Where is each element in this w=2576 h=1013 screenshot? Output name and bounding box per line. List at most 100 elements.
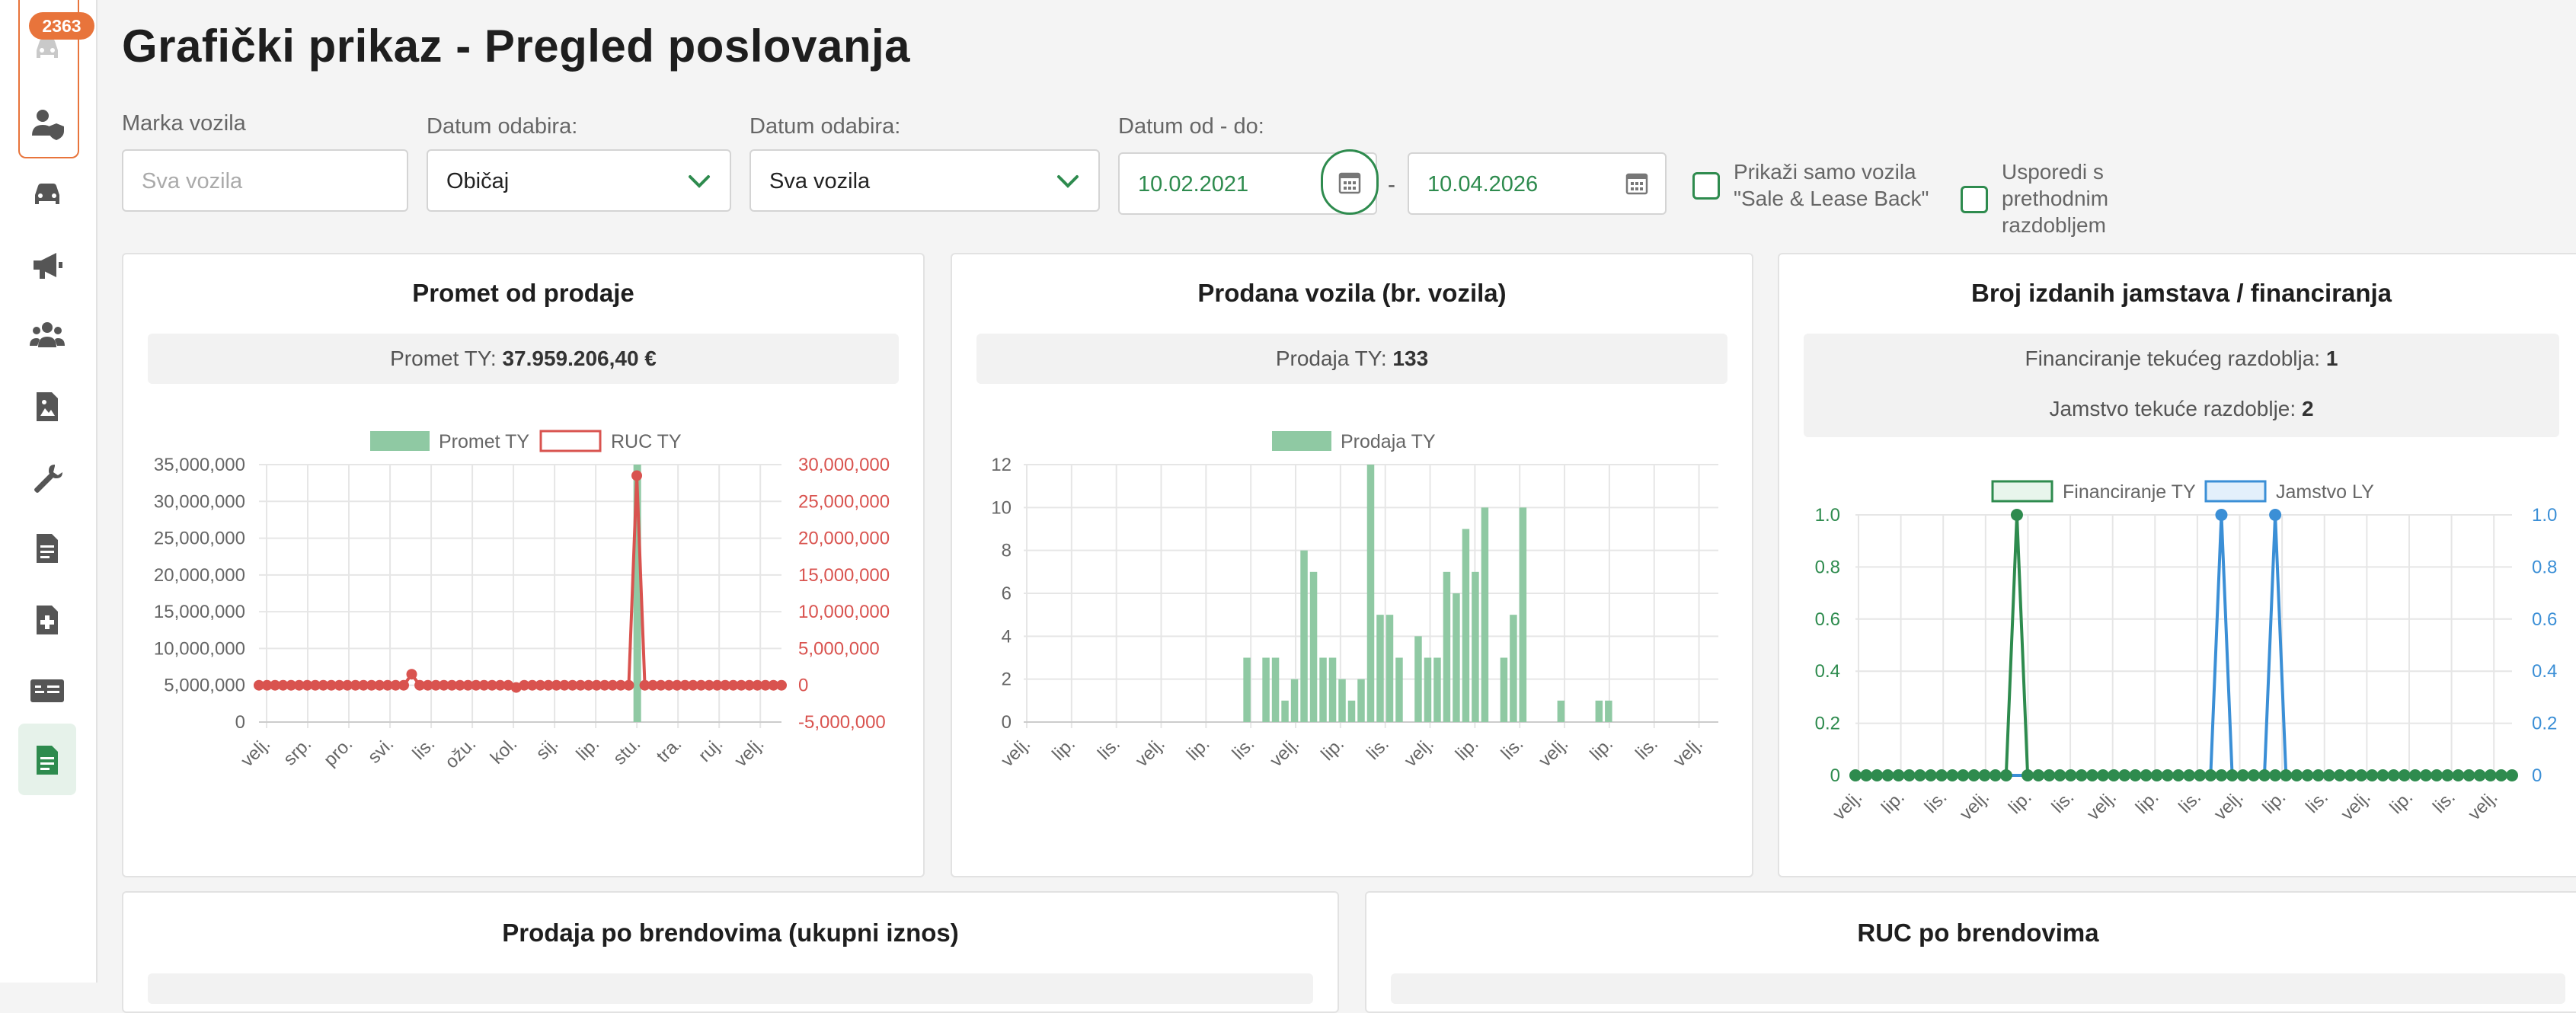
- sales-bar: [1385, 615, 1394, 722]
- y-tick: 6: [1002, 583, 1012, 604]
- financiranje-point: [2075, 769, 2088, 781]
- jamstvo-point: [2215, 509, 2228, 521]
- brand-ruc-card: RUC po brendovima: [1365, 891, 2576, 1013]
- sales-bar: [1271, 657, 1280, 722]
- car-front-icon[interactable]: [29, 177, 66, 210]
- legend-label-promet: Promet TY: [439, 431, 529, 452]
- y-left-tick: 0.6: [1815, 609, 1840, 630]
- date-pick-value-1: Običaj: [446, 169, 510, 193]
- sold-summary: Prodaja TY: 133: [976, 334, 1727, 384]
- x-tick: kol.: [487, 733, 522, 769]
- revenue-summary: Promet TY: 37.959.206,40 €: [148, 334, 899, 384]
- ruc-point: [318, 679, 329, 691]
- x-tick: lis.: [408, 733, 439, 764]
- document-icon[interactable]: [29, 532, 66, 565]
- y-right-tick: 0.8: [2532, 557, 2557, 577]
- sales-bar: [1300, 550, 1308, 722]
- financiranje-point: [2194, 769, 2207, 781]
- sidebar-highlight-group: [18, 0, 79, 158]
- financiranje-point: [1871, 769, 1884, 781]
- legend-label-financiranje: Financiranje TY: [2063, 481, 2196, 503]
- jamstvo-line: [1855, 514, 2512, 777]
- x-tick: lip.: [1317, 733, 1348, 765]
- financiranje-point: [1999, 769, 2012, 781]
- y-left-tick: 0.2: [1815, 714, 1840, 734]
- sale-lease-back-checkbox[interactable]: [1692, 172, 1720, 200]
- revenue-bar: [633, 465, 641, 722]
- financiranje-point: [2419, 769, 2432, 781]
- date-to-input[interactable]: 10.04.2026: [1408, 152, 1667, 215]
- image-file-icon[interactable]: [29, 390, 66, 423]
- ruc-point: [374, 679, 385, 691]
- financiranje-point: [2129, 769, 2142, 781]
- financiranje-point: [2290, 769, 2303, 781]
- financiranje-point: [2473, 769, 2486, 781]
- sales-bar: [1376, 615, 1384, 722]
- brand-label: Marka vozila: [122, 111, 246, 136]
- ruc-point: [639, 679, 650, 691]
- ruc-point: [261, 679, 273, 691]
- sales-bar: [1328, 657, 1337, 722]
- ruc-point: [759, 679, 771, 691]
- x-tick: velj.: [2083, 787, 2121, 824]
- sales-bar: [1243, 657, 1251, 722]
- megaphone-icon[interactable]: [29, 248, 66, 282]
- sales-bar: [1462, 529, 1470, 722]
- ruc-point: [615, 679, 626, 691]
- user-shield-icon[interactable]: [29, 107, 66, 140]
- financiranje-point: [2108, 769, 2121, 781]
- date-pick-select-1[interactable]: Običaj: [427, 149, 731, 212]
- y-tick: 4: [1002, 626, 1012, 647]
- x-tick: lis.: [2047, 787, 2078, 817]
- wrench-icon[interactable]: [29, 462, 66, 495]
- ruc-point: [358, 679, 369, 691]
- legend-swatch-jamstvo: [2204, 480, 2267, 503]
- y-right-tick: 10,000,000: [798, 602, 890, 622]
- ruc-point: [607, 679, 618, 691]
- x-tick: ožu.: [441, 733, 480, 772]
- sold-summary-label: Prodaja TY:: [1275, 347, 1387, 370]
- ruc-point: [286, 679, 297, 691]
- guarantee-summary-value: 2: [2301, 397, 2314, 420]
- brand-sales-summary: [148, 973, 1313, 1004]
- brand-input[interactable]: Sva vozila: [122, 149, 408, 212]
- revenue-card: Promet od prodaje Promet TY: 37.959.206,…: [122, 253, 925, 877]
- users-icon[interactable]: [29, 318, 66, 352]
- x-tick: velj.: [1829, 787, 1866, 824]
- ruc-point: [526, 679, 538, 691]
- ruc-point: [535, 679, 546, 691]
- ruc-point: [687, 679, 698, 691]
- brand-sales-card: Prodaja po brendovima (ukupni iznos): [122, 891, 1339, 1013]
- ruc-point: [727, 679, 739, 691]
- file-plus-icon[interactable]: [29, 603, 66, 637]
- legend-label-jamstvo: Jamstvo LY: [2276, 481, 2374, 503]
- ruc-point: [711, 679, 723, 691]
- x-tick: lip.: [2132, 787, 2163, 818]
- financiranje-point: [2495, 769, 2507, 781]
- date-pick-select-2[interactable]: Sva vozila: [749, 149, 1100, 212]
- y-left-tick: 20,000,000: [154, 565, 245, 586]
- date-from-calendar-button[interactable]: [1321, 149, 1379, 215]
- y-left-tick: 0.8: [1815, 557, 1840, 577]
- financiranje-point: [2215, 769, 2228, 781]
- date-pick-label-1: Datum odabira:: [427, 114, 578, 139]
- calendar-icon[interactable]: [1625, 171, 1648, 195]
- x-tick: lip.: [2386, 787, 2417, 818]
- financiranje-point: [2312, 769, 2325, 781]
- id-card-icon[interactable]: [29, 673, 66, 707]
- car-icon[interactable]: [29, 30, 66, 64]
- financiranje-point: [2333, 769, 2346, 781]
- financiranje-point: [2322, 769, 2335, 781]
- ruc-point: [382, 679, 393, 691]
- sold-card-title: Prodana vozila (br. vozila): [1197, 279, 1507, 307]
- y-tick: 0: [1002, 712, 1012, 733]
- x-tick: velj.: [1266, 733, 1303, 771]
- ruc-point: [542, 679, 554, 691]
- compare-previous-checkbox[interactable]: [1961, 186, 1988, 213]
- report-icon[interactable]: [29, 743, 66, 777]
- x-tick: tra.: [653, 733, 686, 767]
- x-tick: velj.: [1535, 733, 1572, 771]
- ruc-point: [302, 679, 313, 691]
- guarantees-summary: Financiranje tekućeg razdoblja: 1 Jamstv…: [1804, 334, 2559, 437]
